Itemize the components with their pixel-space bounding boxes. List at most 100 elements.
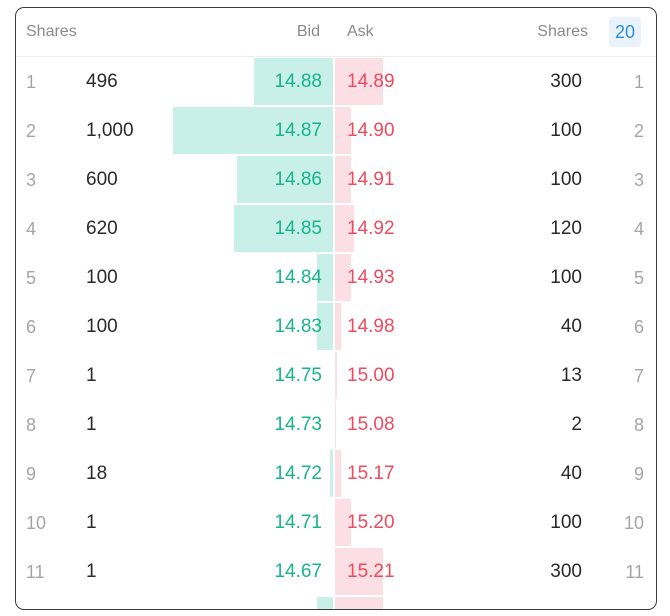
ask-shares: 100 [550, 120, 582, 141]
ask-shares: 2 [571, 414, 582, 435]
bid-depth-bar [317, 303, 333, 350]
ask-price: 14.90 [347, 120, 395, 141]
order-book-row[interactable]: 3 600 14.86 14.91 100 3 [16, 155, 656, 204]
ask-shares: 100 [550, 169, 582, 190]
bid-depth-bar [234, 205, 333, 252]
bid-depth-bar [330, 450, 333, 497]
order-book-row[interactable]: 2 1,000 14.87 14.90 100 2 [16, 106, 656, 155]
ask-level-number: 2 [633, 121, 644, 141]
ask-depth-bar [335, 499, 351, 546]
bid-shares: 1 [86, 414, 97, 435]
ask-depth-bar [335, 107, 351, 154]
ask-level-number: 11 [625, 562, 644, 582]
bid-level-number: 2 [26, 121, 37, 141]
ask-price: 14.98 [347, 316, 395, 337]
ask-depth-bar [335, 58, 383, 105]
bid-depth-bar [317, 254, 333, 301]
order-book-row-partial [16, 596, 656, 609]
bid-shares: 100 [86, 267, 118, 288]
bid-shares: 100 [86, 316, 118, 337]
ask-depth-bar [335, 205, 354, 252]
bid-price: 14.87 [274, 120, 322, 141]
bid-depth-bar [173, 107, 333, 154]
ask-level-number: 7 [633, 366, 644, 386]
ask-shares: 120 [550, 218, 582, 239]
bid-level-number: 6 [26, 317, 37, 337]
order-book-row[interactable]: 11 1 14.67 15.21 300 11 [16, 547, 656, 596]
order-book-row[interactable]: 9 18 14.72 15.17 40 9 [16, 449, 656, 498]
bid-price: 14.84 [274, 267, 322, 288]
ask-shares: 100 [550, 512, 582, 533]
bid-header: Bid [296, 23, 320, 40]
ask-level-number: 1 [633, 72, 644, 92]
ask-shares: 40 [560, 463, 582, 484]
bid-price: 14.67 [274, 561, 322, 582]
ask-price: 14.89 [347, 71, 395, 92]
ask-depth-bar [335, 597, 383, 609]
bid-price: 14.86 [274, 169, 322, 190]
bid-shares: 1 [86, 561, 97, 582]
bid-level-number: 11 [26, 562, 45, 582]
bid-depth-bar [254, 58, 333, 105]
ask-price: 14.92 [347, 218, 395, 239]
ask-price: 15.21 [347, 561, 395, 582]
ask-depth-bar [335, 548, 383, 595]
bid-level-number: 1 [26, 72, 37, 92]
bid-level-number: 4 [26, 219, 37, 239]
ask-level-number: 9 [633, 464, 644, 484]
ask-depth-bar [335, 401, 336, 448]
ask-level-number: 8 [633, 415, 644, 435]
ask-price: 14.93 [347, 267, 395, 288]
bid-level-number: 5 [26, 268, 37, 288]
bid-level-number: 8 [26, 415, 37, 435]
ask-shares-header: Shares [537, 23, 588, 40]
ask-level-number: 6 [633, 317, 644, 337]
bid-price: 14.85 [274, 218, 322, 239]
ask-price: 15.08 [347, 414, 395, 435]
order-book-row[interactable]: 10 1 14.71 15.20 100 10 [16, 498, 656, 547]
bid-shares: 18 [86, 463, 108, 484]
order-book-row[interactable]: 4 620 14.85 14.92 120 4 [16, 204, 656, 253]
ask-level-number: 4 [633, 219, 644, 239]
bid-price: 14.72 [274, 463, 322, 484]
bid-level-number: 7 [26, 366, 37, 386]
order-book-row[interactable]: 7 1 14.75 15.00 13 7 [16, 351, 656, 400]
ask-level-number: 3 [633, 170, 644, 190]
ask-price: 15.17 [347, 463, 395, 484]
bid-level-number: 9 [26, 464, 37, 484]
ask-price: 15.20 [347, 512, 395, 533]
order-book-header: Shares Bid Ask Shares 20 [16, 8, 656, 57]
bid-shares: 1 [86, 365, 97, 386]
bid-price: 14.71 [274, 512, 322, 533]
ask-depth-bar [335, 254, 351, 301]
bid-price: 14.75 [274, 365, 322, 386]
bid-depth-bar [237, 156, 333, 203]
bid-depth-bar [317, 597, 333, 609]
bid-shares-header: Shares [26, 23, 77, 40]
bid-price: 14.73 [274, 414, 322, 435]
order-book-panel: Shares Bid Ask Shares 20 1 4 9 6 14.88 14.89 3… [15, 7, 657, 610]
bid-level-number: 3 [26, 170, 37, 190]
ask-shares: 100 [550, 267, 582, 288]
ask-depth-bar [335, 303, 341, 350]
ask-level-number: 5 [633, 268, 644, 288]
ask-shares: 300 [550, 71, 582, 92]
bid-shares: 620 [86, 218, 118, 239]
ask-shares: 13 [560, 365, 582, 386]
order-book-row[interactable]: 6 100 14.83 14.98 40 6 [16, 302, 656, 351]
ask-depth-bar [335, 352, 337, 399]
ask-price: 14.91 [347, 169, 395, 190]
order-book-row[interactable]: 8 1 14.73 15.08 2 8 [16, 400, 656, 449]
bid-level-number: 10 [26, 513, 47, 533]
order-book-row[interactable]: 1 496 14.88 14.89 300 1 [16, 57, 656, 106]
ask-depth-bar [335, 156, 351, 203]
bid-price: 14.83 [274, 316, 322, 337]
bid-shares: 600 [86, 169, 118, 190]
ask-shares: 300 [550, 561, 582, 582]
ask-shares: 40 [560, 316, 582, 337]
bid-price: 14.88 [274, 71, 322, 92]
order-book-row[interactable]: 5 100 14.84 14.93 100 5 [16, 253, 656, 302]
ask-header: Ask [347, 23, 374, 40]
depth-selector-button[interactable]: 20 [609, 17, 641, 47]
ask-depth-bar [335, 450, 341, 497]
